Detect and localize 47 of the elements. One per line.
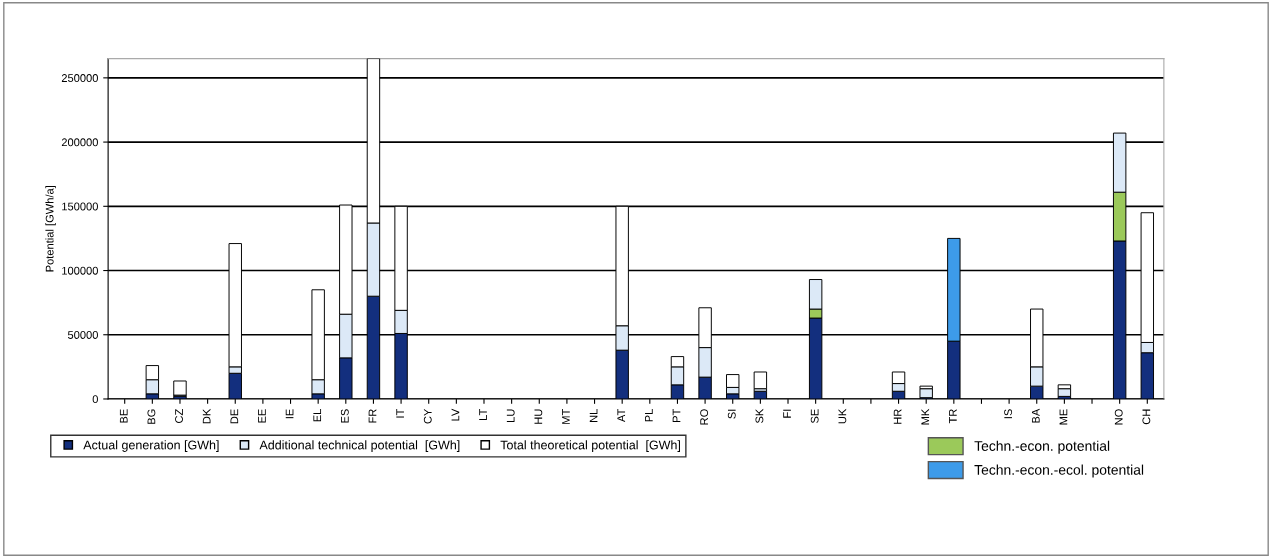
x-tick-label: HR xyxy=(893,409,902,424)
x-tick-label: LT xyxy=(479,408,487,420)
x-tick-label: MK xyxy=(921,408,930,425)
x-tick-label: BE xyxy=(119,409,128,423)
legend-label: Techn.-econ. potential xyxy=(974,440,1110,454)
y-tick-label: 200000 xyxy=(61,138,98,147)
x-tick-label: SI xyxy=(727,409,736,419)
legend-label: Actual generation [GWh] xyxy=(83,440,219,452)
y-tick-label: 50000 xyxy=(67,331,98,339)
y-tick-label: 100000 xyxy=(62,266,98,275)
x-tick-label: EE xyxy=(258,409,266,423)
x-tick-label: IS xyxy=(1004,409,1013,419)
x-tick-label: SE xyxy=(810,409,819,424)
x-tick-label: NO xyxy=(1114,409,1123,425)
y-tick-label: 150000 xyxy=(62,202,98,211)
x-tick-label: FR xyxy=(368,409,377,423)
x-tick-label: AT xyxy=(617,408,626,423)
x-tick-label: PL xyxy=(645,409,653,422)
x-tick-label: TR xyxy=(949,409,957,424)
legend-label: Additional technical potential [GWh] xyxy=(259,440,460,452)
x-tick-label: CZ xyxy=(175,409,183,423)
x-tick-label: IE xyxy=(285,409,294,419)
y-tick-label: 250000 xyxy=(61,74,98,82)
x-tick-label: DK xyxy=(202,408,211,424)
x-tick-label: LV xyxy=(451,408,460,421)
x-tick-label: BG xyxy=(147,409,156,424)
x-tick-label: BA xyxy=(1031,408,1040,423)
x-tick-label: SK xyxy=(755,408,764,424)
x-tick-label: FI xyxy=(783,409,791,418)
x-tick-label: CY xyxy=(423,408,432,424)
x-tick-label: UK xyxy=(838,408,847,424)
x-tick-label: DE xyxy=(230,409,239,424)
x-tick-label: ES xyxy=(340,409,349,423)
legend-label: Techn.-econ.-ecol. potential xyxy=(974,464,1144,478)
x-tick-label: RO xyxy=(700,409,709,425)
x-tick-label: ME xyxy=(1059,409,1068,425)
x-tick-label: IT xyxy=(396,408,404,418)
y-axis-title: Potential [GWh/a] xyxy=(45,186,56,272)
legend-label: Total theoretical potential [GWh] xyxy=(500,440,680,452)
x-tick-label: NL xyxy=(589,409,598,422)
x-tick-label: CH xyxy=(1142,409,1151,425)
x-tick-label: PT xyxy=(672,408,681,422)
x-tick-label: MT xyxy=(562,408,570,424)
x-tick-label: EL xyxy=(313,409,322,422)
x-tick-label: HU xyxy=(534,409,543,424)
y-tick-label: 0 xyxy=(92,395,98,404)
x-tick-label: LU xyxy=(506,409,515,422)
